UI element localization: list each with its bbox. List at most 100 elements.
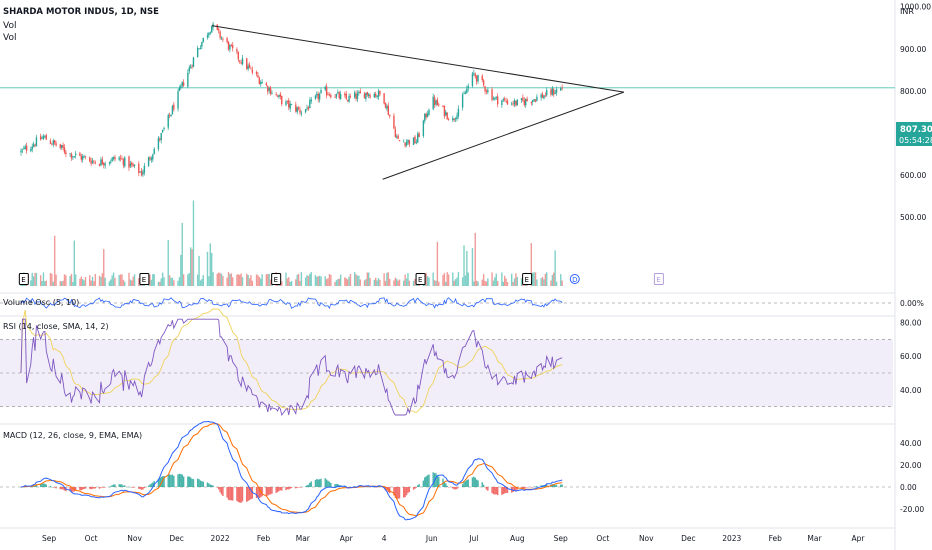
candle-body [436, 99, 439, 106]
candle-body [407, 139, 409, 143]
macd-histogram-bar [248, 487, 251, 501]
candle-body [93, 160, 95, 162]
candle-body [513, 100, 516, 105]
candle-body [198, 48, 200, 50]
macd-histogram-bar [443, 481, 446, 487]
candle-body [396, 136, 398, 138]
volume-bar [327, 278, 329, 286]
volume-bar [338, 278, 340, 286]
candle-body [177, 91, 179, 109]
volume-bar [306, 275, 308, 286]
macd-histogram-bar [157, 478, 160, 487]
candle-body [132, 164, 134, 167]
macd-histogram-bar [84, 487, 87, 489]
volume-bar [457, 272, 460, 286]
candle-body [443, 105, 446, 117]
candle-body [21, 149, 24, 151]
macd-histogram-bar [140, 487, 143, 490]
rsi-tick-label: 80.00 [900, 319, 922, 328]
candle-body [495, 96, 497, 98]
candle-body [530, 101, 533, 103]
macd-histogram-bar [533, 486, 535, 488]
volume-bar [202, 275, 204, 286]
volume-bar [49, 272, 52, 286]
volume-bar [560, 274, 562, 286]
macd-histogram-bar [163, 476, 165, 487]
macd-histogram-bar [394, 487, 397, 498]
volume-bar [236, 274, 238, 286]
candle-body [379, 90, 381, 95]
volume-bar [506, 281, 509, 286]
candle-body [295, 104, 297, 112]
candle-body [217, 28, 220, 31]
volume-bar [239, 274, 241, 286]
macd-histogram-bar [104, 487, 106, 488]
macd-histogram-bar [60, 487, 63, 490]
volume-bar [387, 272, 390, 286]
earnings-marker [18, 273, 29, 285]
volume-bar [334, 281, 336, 286]
macd-histogram-bar [502, 487, 504, 495]
macd-histogram-bar [306, 485, 308, 487]
candle-body [70, 153, 73, 159]
price-tick-label: 800.00 [900, 87, 926, 96]
macd-histogram-bar [278, 487, 280, 492]
macd-histogram-bar [90, 487, 92, 490]
macd-histogram-bar [82, 487, 84, 490]
volume-bar [502, 281, 504, 286]
candle-body [550, 89, 552, 95]
candle-body [219, 31, 221, 38]
volume-bar [386, 272, 388, 286]
macd-histogram-bar [258, 487, 261, 499]
macd-histogram-bar [513, 487, 516, 491]
candle-body [414, 136, 416, 144]
macd-histogram-bar [279, 487, 282, 491]
volume-bar [281, 281, 283, 286]
candle-body [502, 99, 504, 101]
macd-histogram-bar [447, 487, 450, 488]
rsi-tick-label: 40.00 [900, 386, 922, 395]
x-tick-label: Sep [554, 534, 568, 543]
macd-histogram-bar [426, 475, 429, 487]
x-tick-label: Nov [639, 534, 654, 543]
candle-body [147, 157, 150, 167]
volume-bar [300, 272, 303, 286]
macd-histogram-bar [526, 487, 528, 488]
candle-body [345, 93, 347, 99]
candle-body [191, 65, 193, 67]
macd-histogram-bar [454, 487, 457, 490]
macd-histogram-bar [396, 487, 398, 499]
volume-bar [485, 281, 488, 286]
candle-body [45, 135, 47, 140]
x-tick-label: Dec [681, 534, 696, 543]
volume-bar [425, 272, 427, 286]
volume-bar [129, 279, 132, 286]
macd-histogram-bar [461, 484, 464, 487]
candle-body [79, 152, 81, 157]
macd-histogram-bar [338, 485, 340, 487]
candle-body [415, 142, 418, 143]
candle-body [481, 75, 483, 81]
candle-body [72, 156, 74, 158]
candle-body [376, 96, 378, 97]
volume-bar [516, 276, 518, 286]
volume-bar [269, 279, 272, 286]
dividend-marker [569, 274, 580, 284]
volume-bar [55, 274, 57, 286]
candle-body [286, 101, 289, 102]
volume-bar [167, 240, 169, 286]
volume-osc-line [20, 297, 563, 310]
volume-bar [198, 255, 200, 286]
candle-body [276, 95, 279, 97]
candle-body [108, 162, 111, 164]
candle-body [355, 93, 357, 99]
macd-histogram-bar [122, 485, 125, 487]
candle-body [386, 106, 388, 109]
candle-body [128, 156, 130, 168]
macd-title: MACD (12, 26, close, 9, EMA, EMA) [3, 431, 142, 440]
macd-histogram-bar [375, 487, 377, 488]
macd-histogram-bar [212, 485, 214, 487]
volume-bar [452, 272, 454, 286]
volume-bar [296, 274, 298, 286]
